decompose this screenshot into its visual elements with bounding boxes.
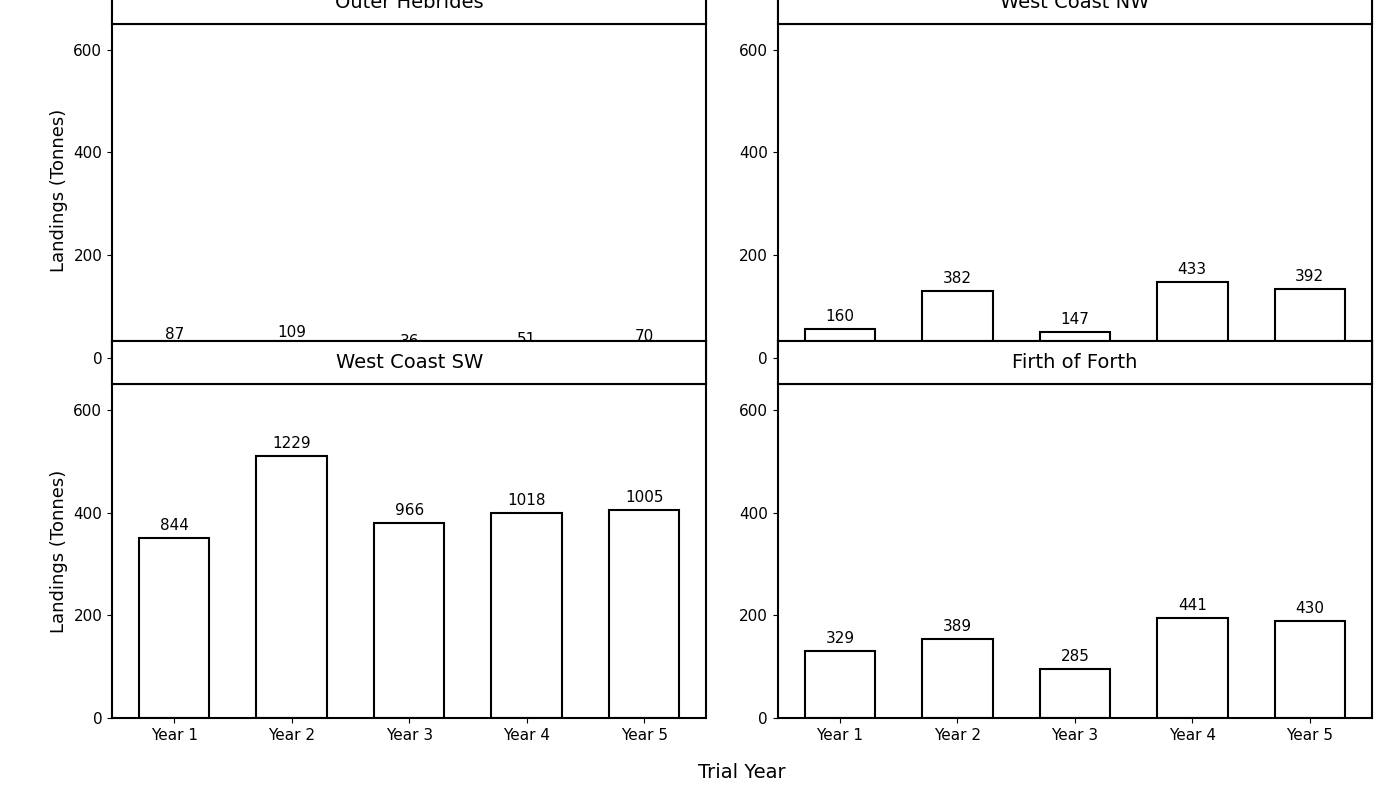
Text: West Coast SW: West Coast SW: [336, 354, 483, 372]
Text: 109: 109: [277, 325, 307, 340]
Text: 160: 160: [826, 310, 854, 325]
Bar: [777, 0, 1372, 24]
Text: Firth of Forth: Firth of Forth: [1012, 354, 1138, 372]
Text: Outer Hebrides: Outer Hebrides: [335, 0, 483, 12]
Bar: [1040, 670, 1110, 718]
Bar: [374, 354, 444, 358]
Text: 844: 844: [160, 519, 189, 534]
Bar: [805, 330, 875, 358]
Bar: [923, 638, 993, 718]
Bar: [112, 341, 707, 385]
Text: Trial Year: Trial Year: [699, 763, 785, 782]
Text: 433: 433: [1177, 262, 1207, 277]
Text: 430: 430: [1295, 601, 1324, 615]
Text: 147: 147: [1060, 312, 1089, 327]
Bar: [374, 523, 444, 718]
Text: 966: 966: [395, 503, 424, 518]
Bar: [609, 510, 679, 718]
Text: 1229: 1229: [273, 437, 311, 452]
Bar: [777, 341, 1372, 385]
Bar: [256, 456, 328, 718]
Text: 285: 285: [1060, 650, 1089, 665]
Y-axis label: Landings (Tonnes): Landings (Tonnes): [50, 109, 67, 272]
Text: 36: 36: [399, 334, 419, 349]
Bar: [256, 345, 328, 358]
Text: 329: 329: [826, 631, 854, 646]
Text: 382: 382: [942, 271, 972, 286]
Bar: [1156, 618, 1228, 718]
Text: 441: 441: [1177, 598, 1207, 613]
Bar: [1274, 289, 1345, 358]
Text: 51: 51: [517, 331, 536, 346]
Bar: [139, 347, 210, 358]
Text: 1018: 1018: [507, 493, 546, 508]
Text: 70: 70: [634, 330, 654, 345]
Bar: [609, 350, 679, 358]
Bar: [491, 352, 561, 358]
Bar: [1040, 332, 1110, 358]
Bar: [805, 651, 875, 718]
Bar: [139, 539, 210, 718]
Bar: [923, 291, 993, 358]
Text: 389: 389: [942, 618, 972, 634]
Bar: [112, 0, 707, 24]
Text: 1005: 1005: [624, 490, 664, 505]
Y-axis label: Landings (Tonnes): Landings (Tonnes): [50, 470, 67, 633]
Text: 392: 392: [1295, 269, 1324, 284]
Bar: [1156, 282, 1228, 358]
Bar: [1274, 621, 1345, 718]
Bar: [491, 513, 561, 718]
Text: 87: 87: [165, 327, 183, 342]
Text: West Coast NW: West Coast NW: [1000, 0, 1149, 12]
